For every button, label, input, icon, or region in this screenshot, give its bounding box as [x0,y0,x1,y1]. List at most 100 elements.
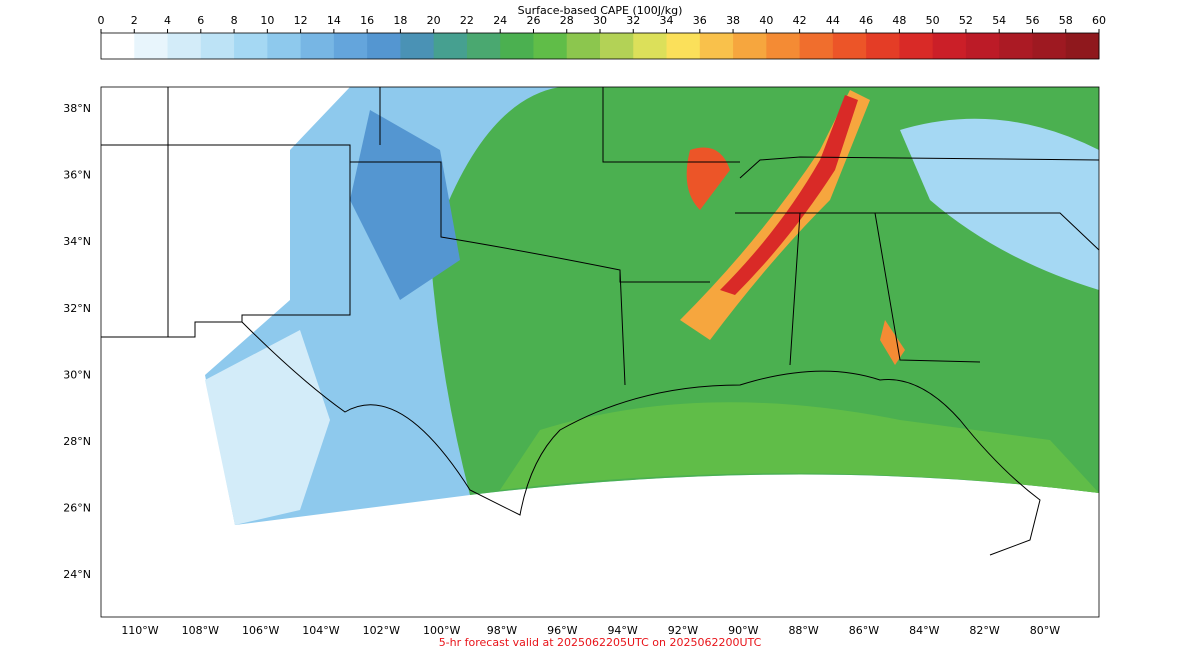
colorbar-bin [101,33,135,59]
colorbar-bin [965,33,1000,59]
colorbar-tick-label: 54 [992,14,1006,27]
colorbar-bin [134,33,169,59]
colorbar-bin [234,33,268,59]
colorbar-tick-label: 40 [759,14,773,27]
lat-label: 34°N [63,235,91,248]
coastline [241,321,1041,556]
colorbar-bin [1065,33,1100,59]
colorbar-tick-label: 48 [892,14,906,27]
colorbar-tick-label: 26 [526,14,540,27]
colorbar-tick-label: 38 [726,14,740,27]
state-line [619,212,981,386]
lat-label: 32°N [63,302,91,315]
colorbar-tick-label: 8 [231,14,238,27]
colorbar-tick-label: 56 [1025,14,1039,27]
colorbar-tick-label: 4 [164,14,171,27]
lon-label: 110°W [121,624,158,637]
colorbar-bin [699,33,734,59]
colorbar-bin [333,33,368,59]
colorbar-bin [566,33,601,59]
colorbar-tick-label: 16 [360,14,374,27]
field-red-ar [686,147,730,210]
colorbar-bin [932,33,967,59]
state-line [602,87,1100,251]
lon-label: 96°W [547,624,577,637]
colorbar-bin [367,33,401,59]
colorbar-title: Surface-based CAPE (100J/kg) [518,4,683,17]
colorbar-tick-label: 12 [294,14,308,27]
lat-label: 26°N [63,502,91,515]
field-orange [680,90,870,340]
lon-label: 104°W [302,624,339,637]
colorbar-tick-label: 22 [460,14,474,27]
colorbar-bin [200,33,235,59]
state-line [167,87,710,337]
lat-label: 30°N [63,368,91,381]
field-gulf [500,402,1099,493]
footer: 5-hr forecast valid at 2025062205UTC on … [439,636,762,649]
colorbar-tick-label: 2 [131,14,138,27]
lon-label: 88°W [788,624,818,637]
colorbar-bin [666,33,701,59]
colorbar-bin [267,33,302,59]
field-blue-east [900,118,1099,290]
colorbar-bin [600,33,634,59]
axis-labels: 38°N 36°N 34°N 32°N 30°N 28°N 26°N 24°N 110°W 108… [63,102,1060,637]
lon-label: 102°W [363,624,400,637]
lon-label: 90°W [728,624,758,637]
map-frame [100,86,1100,618]
colorbar-tick-label: 0 [98,14,105,27]
lat-label: 28°N [63,435,91,448]
colorbar-bin [1032,33,1067,59]
colorbar-tick-label: 32 [626,14,640,27]
cape-field [205,87,1099,525]
colorbar-tick-label: 20 [427,14,441,27]
lon-label: 86°W [849,624,879,637]
colorbar-tick-label: 14 [327,14,341,27]
colorbar-bin [633,33,668,59]
colorbar-bin [533,33,568,59]
lon-label: 108°W [182,624,219,637]
colorbar-bin [799,33,834,59]
colorbar-tick-label: 30 [593,14,607,27]
colorbar-tick-label: 28 [560,14,574,27]
colorbar-bin [733,33,767,59]
colorbar-tick-label: 24 [493,14,507,27]
colorbar-bin [167,33,202,59]
colorbar-bin [866,33,900,59]
field-light [205,330,330,525]
colorbar-bin [999,33,1033,59]
colorbar-tick-label: 36 [693,14,707,27]
colorbar-tick-label: 34 [660,14,674,27]
lon-label: 84°W [909,624,939,637]
lon-label: 94°W [607,624,637,637]
state-line [101,144,351,338]
colorbar-bin [400,33,435,59]
colorbar-tick-label: 58 [1059,14,1073,27]
colorbar-bin [466,33,501,59]
lat-label: 38°N [63,102,91,115]
colorbar-tick-label: 42 [793,14,807,27]
colorbar-tick-label: 60 [1092,14,1106,27]
lon-label: 98°W [487,624,517,637]
colorbar-bin [500,33,534,59]
colorbar-tick-label: 10 [260,14,274,27]
colorbar-tick-label: 44 [826,14,840,27]
lon-label: 80°W [1030,624,1060,637]
colorbar-tick-label: 46 [859,14,873,27]
colorbar-tick-label: 50 [926,14,940,27]
lat-label: 24°N [63,568,91,581]
lon-label: 82°W [969,624,999,637]
boundaries [101,87,1100,556]
lat-label: 36°N [63,169,91,182]
lon-label: 106°W [242,624,279,637]
colorbar-bin [832,33,867,59]
colorbar-bin [899,33,934,59]
lon-label: 92°W [668,624,698,637]
lon-label: 100°W [423,624,460,637]
colorbar-tick-label: 6 [197,14,204,27]
colorbar: 0 2 4 6 8 10 12 14 16 18 20 22 24 26 28 30 32 34 36 38 40 42 4… [98,14,1106,60]
field-red [720,95,858,295]
